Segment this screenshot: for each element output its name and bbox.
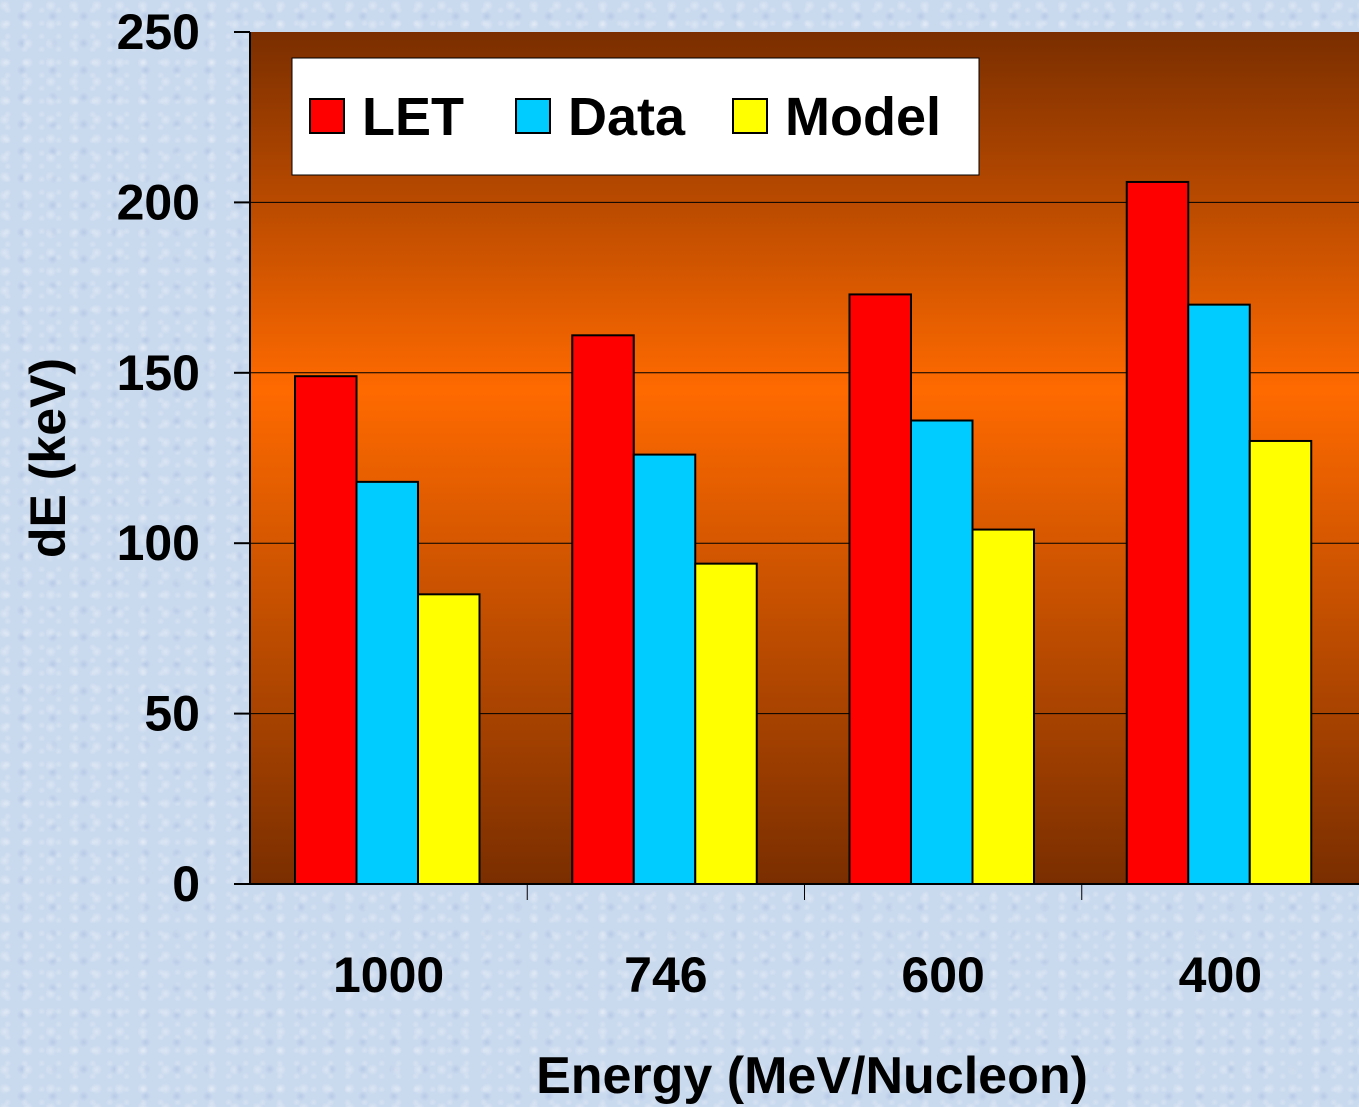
y-tick-label: 200 xyxy=(117,174,200,230)
x-axis-ticks: 1000 746 600 400 xyxy=(333,884,1262,1003)
bars xyxy=(294,180,1313,885)
x-axis-title: Energy (MeV/Nucleon) xyxy=(536,1047,1088,1105)
bar-model-600 xyxy=(971,528,1035,885)
legend-label-model: Model xyxy=(785,87,941,147)
x-tick-label: 400 xyxy=(1179,947,1262,1003)
y-axis-title: dE (keV) xyxy=(20,358,76,558)
bar-data-746 xyxy=(632,453,697,885)
legend-swatch-data xyxy=(515,98,551,134)
bar-data-400 xyxy=(1187,303,1251,885)
bar-model-1000 xyxy=(417,593,481,885)
legend-swatch-let xyxy=(309,98,345,134)
x-tick-label: 746 xyxy=(624,947,707,1003)
bar-data-600 xyxy=(910,419,974,885)
bar-let-1000 xyxy=(294,375,358,885)
bar-let-400 xyxy=(1125,180,1190,885)
legend-items: LET Data Model xyxy=(309,87,941,147)
y-tick-label: 50 xyxy=(144,686,200,742)
bar-let-746 xyxy=(571,334,635,885)
y-axis-ticks: 0 50 100 150 200 250 xyxy=(117,4,250,912)
legend-label-let: LET xyxy=(362,87,464,147)
bar-let-600 xyxy=(848,293,912,885)
x-tick-label: 600 xyxy=(901,947,984,1003)
legend: LET Data Model xyxy=(291,57,980,176)
y-tick-label: 0 xyxy=(172,856,200,912)
bar-model-746 xyxy=(694,562,758,885)
y-tick-label: 100 xyxy=(117,515,200,571)
legend-box xyxy=(291,57,980,176)
bar-model-400 xyxy=(1248,439,1313,885)
bar-data-1000 xyxy=(355,480,419,885)
x-tick-label: 1000 xyxy=(333,947,444,1003)
y-tick-label: 150 xyxy=(117,345,200,401)
legend-label-data: Data xyxy=(568,87,686,147)
legend-swatch-model xyxy=(732,98,768,134)
y-tick-label: 250 xyxy=(117,4,200,60)
